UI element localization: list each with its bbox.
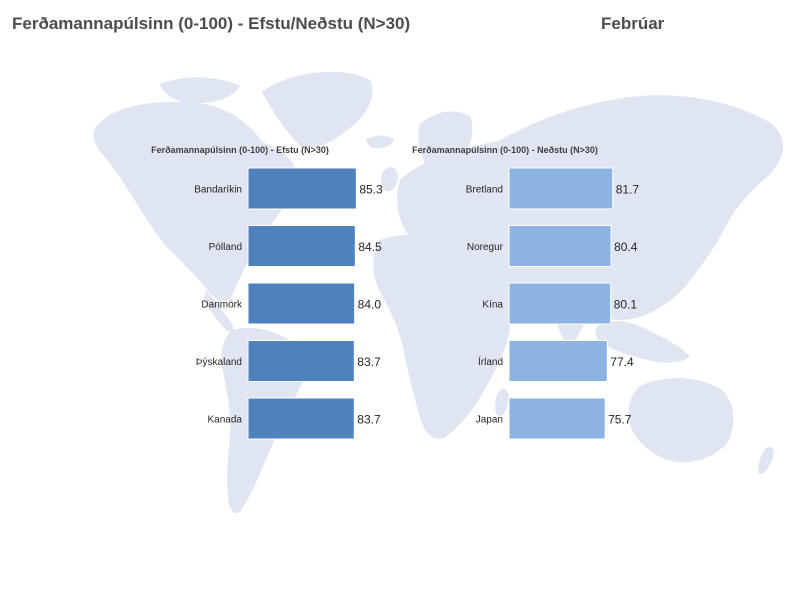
bar-top-5 (247, 397, 355, 440)
category-label-top-2: Pólland (209, 242, 242, 253)
arctic-islands-shape (160, 77, 240, 104)
bar-bottom-1 (508, 167, 614, 210)
central-america-shape (204, 290, 234, 332)
madagascar-shape (495, 388, 509, 417)
british-isles-shape (381, 167, 398, 192)
category-label-top-1: Bandaríkin (194, 185, 242, 196)
value-label-bottom-5: 75.7 (608, 413, 632, 427)
category-label-bottom-5: Japan (476, 415, 503, 426)
bar-bottom-3 (508, 282, 612, 325)
value-label-bottom-1: 81.7 (616, 183, 640, 197)
bar-top-2 (247, 225, 356, 267)
bar-bottom-4 (508, 340, 608, 382)
africa-shape (373, 234, 511, 439)
category-label-bottom-2: Noregur (467, 242, 504, 253)
category-label-bottom-1: Bretland (466, 185, 503, 196)
japan-shape (683, 229, 701, 262)
category-label-top-4: Þýskaland (196, 357, 242, 368)
southeast-asia-shape (595, 321, 690, 363)
chart-title-bottom: Ferðamannapúlsinn (0-100) - Neðstu (N>30… (412, 145, 598, 155)
month-label: Febrúar (601, 14, 665, 33)
bar-bottom-2 (508, 225, 612, 267)
bar-bottom-5 (508, 397, 606, 440)
category-label-top-5: Kanada (208, 415, 243, 426)
north-america-shape (93, 101, 297, 302)
page-title: Ferðamannapúlsinn (0-100) - Efstu/Neðstu… (12, 14, 411, 33)
bar-top-1 (247, 167, 357, 210)
value-label-top-4: 83.7 (357, 355, 381, 369)
value-label-top-1: 85.3 (359, 183, 383, 197)
greenland-shape (262, 71, 373, 149)
chart-title-top: Ferðamannapúlsinn (0-100) - Efstu (N>30) (151, 145, 329, 155)
value-label-bottom-4: 77.4 (610, 355, 634, 369)
category-label-bottom-3: Kína (482, 300, 503, 311)
bar-top-3 (247, 282, 356, 325)
value-label-top-2: 84.5 (358, 240, 382, 254)
australia-shape (628, 378, 734, 463)
category-label-bottom-4: Írland (478, 355, 503, 368)
bar-top-4 (247, 340, 355, 382)
new-zealand-shape (758, 446, 774, 475)
iceland-shape (366, 135, 394, 149)
value-label-top-3: 84.0 (358, 298, 382, 312)
value-label-bottom-3: 80.1 (614, 298, 638, 312)
category-label-top-3: Danmörk (201, 300, 243, 311)
value-label-bottom-2: 80.4 (614, 240, 638, 254)
value-label-top-5: 83.7 (357, 413, 381, 427)
